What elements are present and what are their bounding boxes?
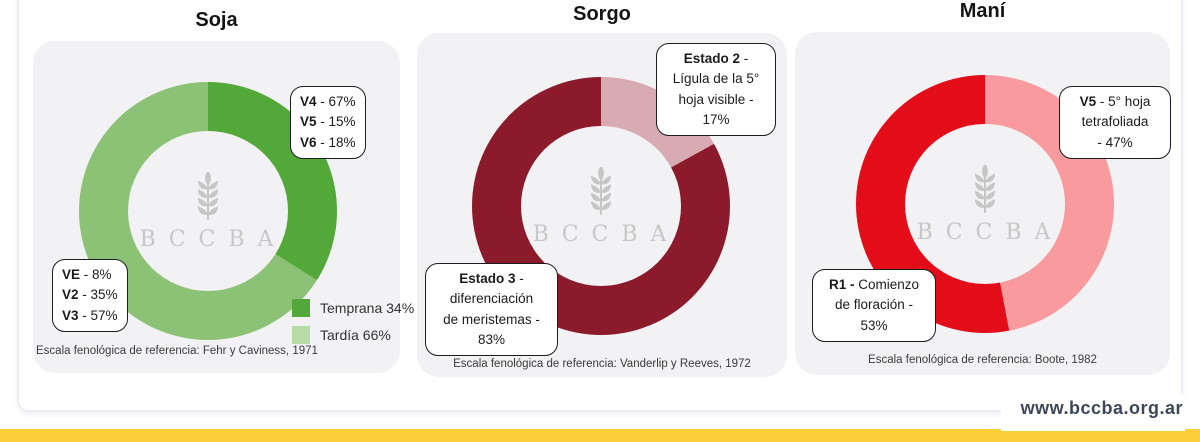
annotation-line: R1 - Comienzo: [828, 277, 920, 292]
annotation-box-soja-temprana: V4 - 67% V5 - 15% V6 - 18%: [290, 86, 366, 159]
annotation-line: de floración -: [834, 297, 914, 313]
annotation-line: 17%: [702, 111, 730, 127]
annotation-box-sorgo-estado3: Estado 3 - diferenciación de meristemas …: [425, 263, 558, 356]
bottom-accent-bar: [0, 429, 1200, 442]
annotation-line: VE - 8%: [62, 267, 112, 282]
donut-hole: B C C B A: [128, 131, 288, 291]
annotation-line: V3 - 57%: [62, 307, 118, 323]
chart-panel-soja: B C C B A V4 - 67% V5 - 15% V6 - 18% VE …: [33, 41, 414, 373]
annotation-line: V5 - 5° hoja: [1079, 94, 1151, 109]
wheat-icon: [590, 166, 612, 215]
reference-text-mani: Escala fenológica de referencia: Boote, …: [868, 354, 1097, 366]
donut-chart-sorgo: B C C B A: [472, 77, 730, 335]
reference-text-sorgo: Escala fenológica de referencia: Vanderl…: [453, 358, 751, 370]
annotation-box-sorgo-estado2: Estado 2 - Lígula de la 5° hoja visible …: [656, 43, 776, 136]
annotation-line: 83%: [477, 331, 506, 347]
annotation-line: V5 - 15%: [300, 114, 356, 130]
annotation-line: hoja visible -: [678, 91, 754, 107]
website-url: www.bccba.org.ar: [1000, 394, 1185, 431]
annotation-line: Estado 3 -: [459, 271, 524, 286]
watermark-text: B C C B A: [139, 227, 277, 252]
chart-title-mani: Maní: [959, 0, 1006, 22]
legend-item-temprana: Temprana 34%: [292, 299, 414, 317]
chart-panel-mani: B C C B A V5 - 5° hoja tetrafoliada - 47…: [795, 32, 1171, 375]
legend-item-tardia: Tardía 66%: [292, 326, 414, 344]
annotation-box-mani-v5: V5 - 5° hoja tetrafoliada - 47%: [1059, 86, 1171, 159]
annotation-line: tetrafoliada: [1081, 114, 1149, 130]
annotation-line: de meristemas -: [443, 311, 540, 327]
annotation-box-soja-tardia: VE - 8% V2 - 35% V3 - 57%: [52, 259, 128, 332]
annotation-line: V2 - 35%: [62, 287, 118, 303]
chart-title-sorgo: Sorgo: [573, 3, 631, 25]
annotation-line: V6 - 18%: [300, 134, 356, 150]
annotation-line: 53%: [860, 317, 888, 333]
annotation-box-mani-r1: R1 - Comienzo de floración - 53%: [812, 269, 936, 342]
watermark-text: B C C B A: [532, 222, 670, 247]
annotation-line: V4 - 67%: [300, 94, 356, 109]
annotation-line: Lígula de la 5°: [672, 71, 760, 87]
chart-title-soja: Soja: [195, 9, 238, 31]
annotation-line: - 47%: [1097, 134, 1133, 150]
legend-swatch-tardia: [292, 326, 310, 344]
annotation-line: Estado 2 -: [683, 51, 749, 66]
wheat-icon: [197, 171, 219, 220]
donut-hole: B C C B A: [521, 126, 681, 286]
donut-hole: B C C B A: [905, 124, 1065, 284]
legend-soja: Temprana 34% Tardía 66%: [292, 299, 414, 353]
annotation-line: diferenciación: [449, 291, 534, 307]
wheat-icon: [974, 164, 996, 213]
chart-panel-sorgo: B C C B A Estado 2 - Lígula de la 5° hoj…: [417, 33, 787, 377]
legend-swatch-temprana: [292, 299, 310, 317]
reference-text-soja: Escala fenológica de referencia: Fehr y …: [36, 345, 318, 357]
watermark-text: B C C B A: [916, 220, 1054, 245]
